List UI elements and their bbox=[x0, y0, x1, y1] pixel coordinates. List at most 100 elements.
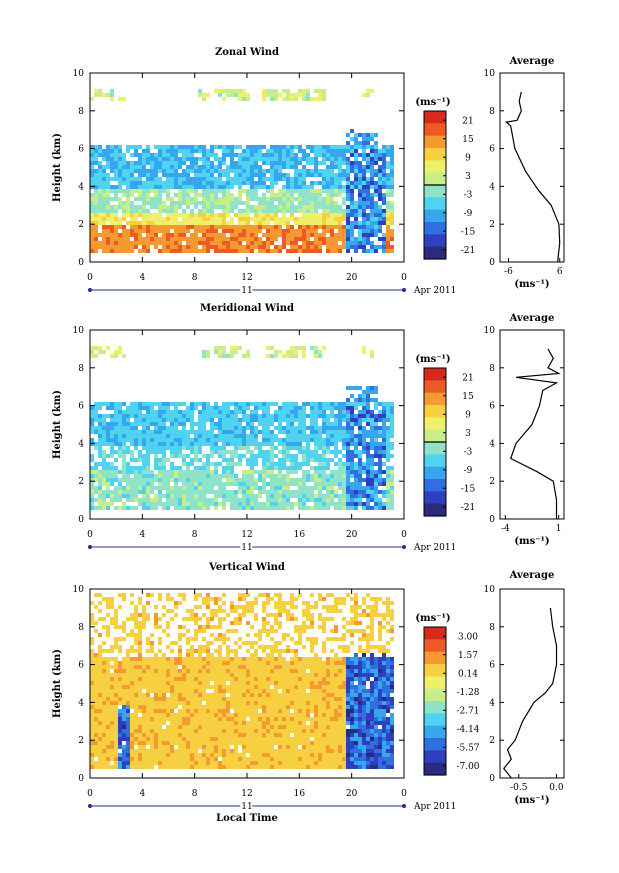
heatmap-cell bbox=[286, 221, 290, 225]
heatmap-cell bbox=[258, 173, 262, 177]
heatmap-cell bbox=[158, 161, 162, 165]
heatmap-cell bbox=[194, 454, 198, 458]
heatmap-cell bbox=[326, 506, 330, 510]
heatmap-cell bbox=[174, 177, 178, 181]
heatmap-cell bbox=[390, 177, 394, 181]
heatmap-cell bbox=[114, 478, 118, 482]
heatmap-cell bbox=[110, 621, 114, 625]
heatmap-cell bbox=[94, 486, 98, 490]
heatmap-cell bbox=[90, 661, 94, 665]
heatmap-cell bbox=[126, 486, 130, 490]
heatmap-cell bbox=[106, 249, 110, 253]
heatmap-cell bbox=[158, 745, 162, 749]
heatmap-cell bbox=[150, 657, 154, 661]
heatmap-cell bbox=[106, 733, 110, 737]
heatmap-cell bbox=[350, 394, 354, 398]
heatmap-cell bbox=[134, 225, 138, 229]
heatmap-cell bbox=[322, 197, 326, 201]
heatmap-cell bbox=[194, 693, 198, 697]
heatmap-cell bbox=[106, 709, 110, 713]
heatmap-cell bbox=[254, 482, 258, 486]
heatmap-cell bbox=[90, 502, 94, 506]
heatmap-cell bbox=[274, 402, 278, 406]
heatmap-cell bbox=[150, 482, 154, 486]
heatmap-cell bbox=[318, 430, 322, 434]
heatmap-cell bbox=[126, 673, 130, 677]
heatmap-cell bbox=[230, 149, 234, 153]
heatmap-cell bbox=[98, 713, 102, 717]
heatmap-cell bbox=[122, 705, 126, 709]
heatmap-cell bbox=[298, 410, 302, 414]
heatmap-cell bbox=[270, 442, 274, 446]
heatmap-cell bbox=[186, 414, 190, 418]
average-x-tick-label: 1 bbox=[556, 524, 562, 534]
heatmap-cell bbox=[310, 213, 314, 217]
heatmap-cell bbox=[126, 693, 130, 697]
heatmap-cell bbox=[390, 165, 394, 169]
heatmap-cell bbox=[386, 177, 390, 181]
average-profile-line bbox=[505, 91, 561, 263]
heatmap-cell bbox=[326, 229, 330, 233]
heatmap-cell bbox=[166, 173, 170, 177]
heatmap-cell bbox=[190, 709, 194, 713]
heatmap-cell bbox=[102, 729, 106, 733]
heatmap-cell bbox=[158, 617, 162, 621]
heatmap-cell bbox=[186, 470, 190, 474]
heatmap-cell bbox=[390, 161, 394, 165]
heatmap-cell bbox=[174, 426, 178, 430]
heatmap-cell bbox=[254, 165, 258, 169]
heatmap-cell bbox=[198, 665, 202, 669]
heatmap-cell bbox=[154, 165, 158, 169]
heatmap-cell bbox=[262, 442, 266, 446]
heatmap-cell bbox=[294, 161, 298, 165]
heatmap-cell bbox=[374, 462, 378, 466]
heatmap-cell bbox=[358, 410, 362, 414]
heatmap-cell bbox=[330, 502, 334, 506]
heatmap-cell bbox=[142, 617, 146, 621]
heatmap-cell bbox=[170, 149, 174, 153]
heatmap-cell bbox=[178, 149, 182, 153]
heatmap-cell bbox=[266, 189, 270, 193]
heatmap-cell bbox=[262, 474, 266, 478]
heatmap-cell bbox=[314, 506, 318, 510]
heatmap-cell bbox=[278, 486, 282, 490]
colorbar-swatch bbox=[424, 497, 446, 502]
heatmap-cell bbox=[302, 221, 306, 225]
heatmap-cell bbox=[186, 749, 190, 753]
heatmap-cell bbox=[198, 249, 202, 253]
heatmap-cell bbox=[166, 165, 170, 169]
heatmap-cell bbox=[106, 434, 110, 438]
heatmap-cell bbox=[314, 406, 318, 410]
panel-title: Meridional Wind bbox=[200, 303, 294, 314]
heatmap-cell bbox=[306, 233, 310, 237]
heatmap-cell bbox=[230, 205, 234, 209]
heatmap-cell bbox=[314, 478, 318, 482]
heatmap-cell bbox=[114, 197, 118, 201]
heatmap-cell bbox=[154, 753, 158, 757]
heatmap-cell bbox=[246, 241, 250, 245]
heatmap-cell bbox=[118, 745, 122, 749]
heatmap-cell bbox=[250, 430, 254, 434]
heatmap-cell bbox=[266, 406, 270, 410]
heatmap-cell bbox=[274, 89, 278, 93]
heatmap-cell bbox=[118, 241, 122, 245]
heatmap-cell bbox=[182, 753, 186, 757]
heatmap-cell bbox=[218, 161, 222, 165]
heatmap-cell bbox=[214, 181, 218, 185]
heatmap-cell bbox=[186, 490, 190, 494]
heatmap-cell bbox=[98, 749, 102, 753]
heatmap-cell bbox=[354, 486, 358, 490]
heatmap-cell bbox=[202, 422, 206, 426]
heatmap-cell bbox=[170, 677, 174, 681]
heatmap-cell bbox=[250, 193, 254, 197]
heatmap-cell bbox=[266, 450, 270, 454]
heatmap-cell bbox=[142, 621, 146, 625]
x-tick-label: 8 bbox=[192, 530, 198, 540]
heatmap-cell bbox=[146, 442, 150, 446]
heatmap-cell bbox=[158, 414, 162, 418]
heatmap-cell bbox=[162, 741, 166, 745]
heatmap-cell bbox=[138, 205, 142, 209]
heatmap-cell bbox=[274, 157, 278, 161]
heatmap-cell bbox=[190, 701, 194, 705]
